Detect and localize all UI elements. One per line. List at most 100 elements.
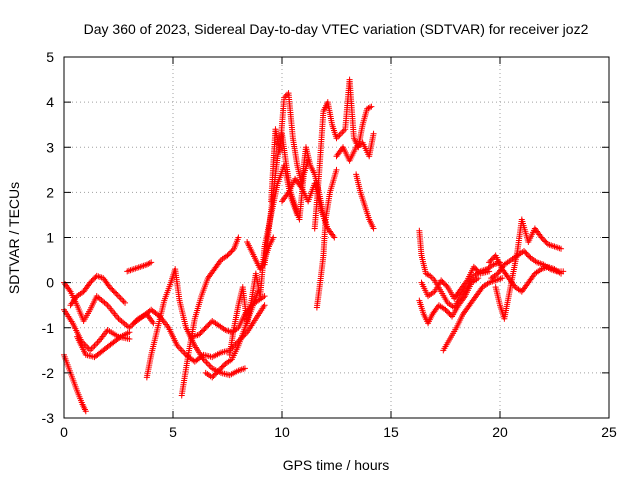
- y-tick-label: 3: [46, 139, 54, 155]
- series-arc-s: [333, 130, 377, 164]
- data-point: [241, 365, 248, 372]
- data-point: [205, 322, 212, 329]
- data-point: [439, 278, 446, 285]
- data-point: [470, 263, 477, 270]
- data-point: [91, 275, 98, 282]
- data-point: [487, 257, 494, 264]
- y-tick-label: -2: [42, 365, 55, 381]
- data-point: [370, 225, 377, 232]
- data-point: [92, 341, 99, 348]
- x-tick-label: 10: [274, 424, 290, 440]
- data-point: [331, 234, 338, 241]
- data-point: [117, 295, 124, 302]
- data-point: [215, 367, 222, 374]
- data-point: [155, 312, 162, 319]
- data-point: [87, 279, 94, 286]
- data-point: [339, 129, 346, 136]
- y-axis-label: SDTVAR / TECUs: [6, 182, 22, 294]
- data-point: [217, 366, 224, 373]
- series-arc-aa: [486, 252, 565, 295]
- series-arc-z: [492, 216, 565, 322]
- x-axis-label: GPS time / hours: [283, 457, 390, 473]
- x-tick-label: 5: [169, 424, 177, 440]
- data-point: [126, 329, 133, 336]
- data-point: [442, 281, 449, 288]
- data-point: [116, 293, 123, 300]
- data-point: [368, 103, 375, 110]
- data-point: [523, 250, 530, 257]
- data-point: [89, 276, 96, 283]
- data-point: [206, 362, 213, 369]
- series-arc-w: [418, 263, 493, 302]
- data-point: [229, 247, 236, 254]
- data-point: [127, 323, 134, 330]
- data-point: [211, 371, 218, 378]
- data-point: [108, 285, 115, 292]
- data-point: [333, 166, 340, 173]
- y-tick-label: 4: [46, 94, 54, 110]
- data-point: [196, 331, 203, 338]
- y-tick-label: 2: [46, 184, 54, 200]
- series-arc-t: [353, 171, 377, 232]
- data-point: [219, 363, 226, 370]
- data-point: [370, 130, 377, 137]
- data-point: [443, 282, 450, 289]
- data-point: [228, 248, 235, 255]
- series-arc-o: [268, 90, 327, 218]
- data-point: [486, 268, 493, 275]
- series-arc-f: [124, 259, 155, 275]
- data-point: [202, 324, 209, 331]
- data-point: [94, 339, 101, 346]
- data-point: [114, 292, 121, 299]
- data-point: [438, 277, 445, 284]
- data-point: [225, 251, 232, 258]
- data-point: [119, 296, 126, 303]
- data-point: [200, 327, 207, 334]
- data-point: [88, 345, 95, 352]
- y-tick-label: -3: [42, 410, 55, 426]
- data-point: [218, 364, 225, 371]
- x-tick-label: 20: [492, 424, 508, 440]
- data-point: [270, 234, 277, 241]
- x-tick-label: 25: [601, 424, 617, 440]
- series-arc-b: [61, 306, 133, 354]
- data-points: [61, 76, 567, 415]
- data-point: [204, 360, 211, 367]
- data-point: [90, 344, 97, 351]
- data-point: [475, 275, 482, 282]
- data-point: [126, 336, 133, 343]
- y-tick-label: 1: [46, 230, 54, 246]
- series-arc-d: [67, 272, 129, 309]
- data-point: [499, 275, 506, 282]
- data-point: [87, 347, 94, 354]
- data-point: [538, 234, 545, 241]
- data-point: [522, 249, 529, 256]
- data-point: [113, 290, 120, 297]
- data-point: [209, 374, 216, 381]
- data-point: [443, 308, 450, 315]
- data-point: [210, 373, 217, 380]
- series-arc-a: [61, 351, 89, 415]
- data-point: [486, 259, 493, 266]
- data-point: [524, 252, 531, 259]
- x-tick-label: 0: [60, 424, 68, 440]
- x-tick-label: 15: [383, 424, 399, 440]
- series-arc-m: [244, 234, 277, 273]
- series-arc-g: [143, 266, 248, 381]
- data-point: [120, 298, 127, 305]
- data-point: [558, 245, 565, 252]
- data-point: [91, 342, 98, 349]
- data-point: [214, 368, 221, 375]
- data-point: [109, 286, 116, 293]
- data-point: [520, 248, 527, 255]
- data-point: [206, 320, 213, 327]
- data-point: [112, 289, 119, 296]
- data-point: [197, 330, 204, 337]
- data-point: [204, 323, 211, 330]
- data-point: [366, 104, 373, 111]
- data-point: [198, 328, 205, 335]
- data-point: [542, 238, 549, 245]
- data-point: [224, 252, 231, 259]
- data-point: [541, 237, 548, 244]
- data-point: [539, 235, 546, 242]
